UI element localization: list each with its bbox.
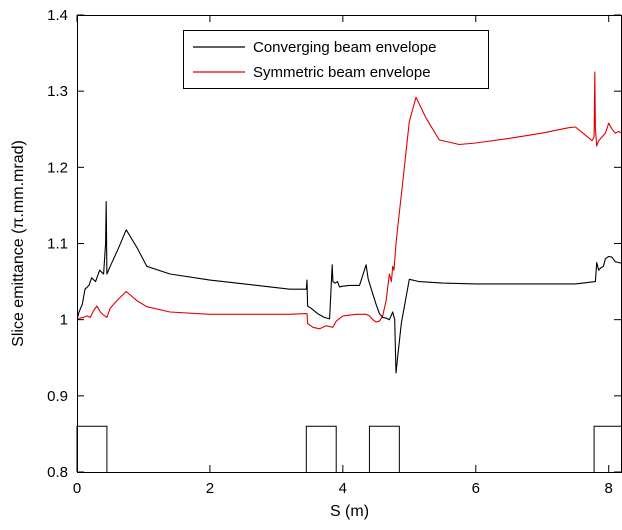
y-tick-label: 1.4 [47, 7, 68, 24]
lattice-marker-0 [76, 425, 108, 472]
x-tick-label: 6 [472, 480, 480, 497]
legend: Converging beam envelope Symmetric beam … [183, 30, 489, 89]
lattice-markers [76, 425, 622, 472]
axis-tick-labels: 0 2 4 6 8 0.8 0.9 1 1.1 1.2 1.3 1.4 [47, 7, 613, 497]
x-tick-label: 8 [605, 480, 613, 497]
y-tick-label: 0.9 [47, 388, 68, 405]
legend-label-converging: Converging beam envelope [253, 39, 436, 56]
series-line-converging [77, 201, 622, 374]
y-tick-label: 0.8 [47, 464, 68, 481]
series-line-symmetric [77, 71, 622, 330]
legend-box [183, 30, 489, 89]
y-tick-label: 1.3 [47, 83, 68, 100]
x-tick-label: 0 [73, 480, 81, 497]
y-tick-label: 1 [60, 312, 68, 329]
y-axis-label: Slice emittance (π.mm.mrad) [10, 140, 27, 347]
axis-ticks [76, 14, 621, 473]
legend-label-symmetric: Symmetric beam envelope [253, 64, 431, 81]
x-tick-label: 4 [339, 480, 347, 497]
x-axis-label: S (m) [330, 503, 369, 520]
series-layer [77, 71, 622, 374]
y-tick-label: 1.1 [47, 236, 68, 253]
y-tick-label: 1.2 [47, 159, 68, 176]
lattice-marker-3 [593, 425, 622, 472]
lattice-marker-1 [305, 425, 337, 472]
lattice-marker-2 [368, 425, 400, 472]
x-tick-label: 2 [206, 480, 214, 497]
